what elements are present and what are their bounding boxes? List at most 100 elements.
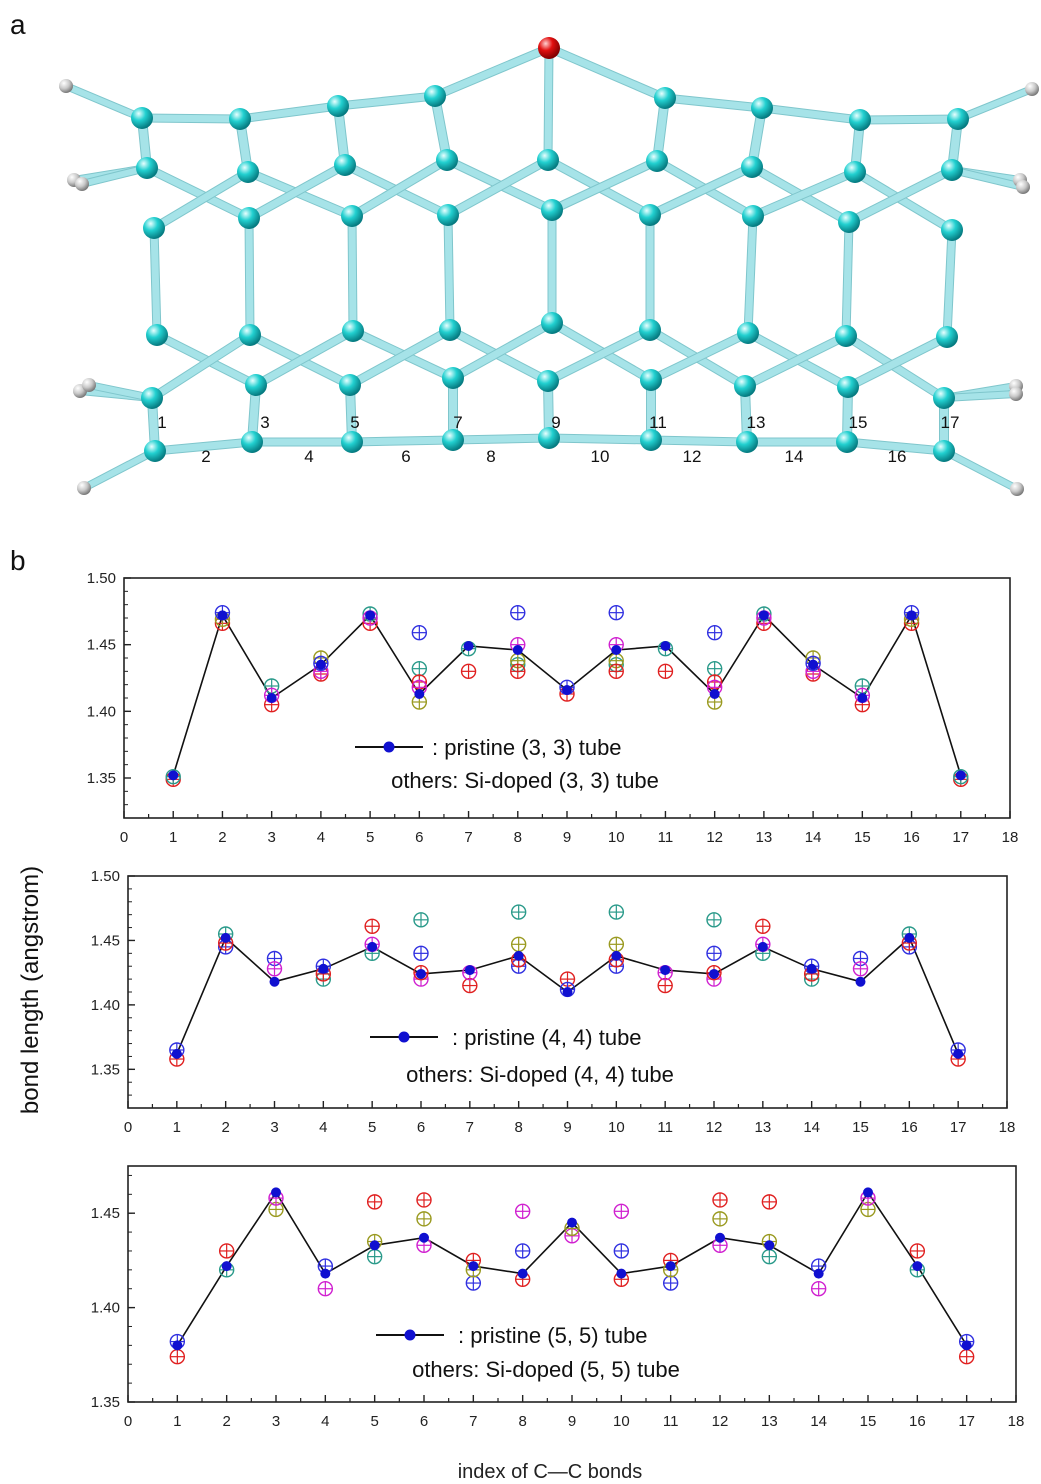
doped-point (909, 1243, 926, 1259)
bond-index-label: 8 (486, 447, 495, 466)
pristine-point (315, 659, 326, 670)
x-tick-label: 13 (754, 1119, 771, 1136)
carbon-atom (146, 324, 168, 346)
pristine-point (709, 689, 720, 699)
x-tick-label: 17 (958, 1413, 975, 1430)
x-tick-label: 10 (613, 1413, 630, 1430)
bond-index-label: 13 (747, 413, 766, 432)
x-tick-label: 15 (854, 829, 871, 846)
y-tick-label: 1.50 (87, 570, 116, 587)
doped-point (364, 918, 380, 934)
pristine-point (217, 610, 228, 621)
bond (749, 168, 859, 220)
legend-pristine-label: : pristine (5, 5) tube (458, 1323, 648, 1348)
bond-index-label: 10 (591, 447, 610, 466)
bond (245, 214, 254, 339)
x-tick-label: 14 (803, 1119, 820, 1136)
carbon-atom (835, 325, 857, 347)
doped-point (657, 977, 673, 994)
bond (647, 329, 752, 384)
bond (548, 157, 661, 214)
bond (151, 438, 256, 455)
doped-point (510, 904, 527, 920)
carbon-atom (245, 374, 267, 396)
x-tick-label: 7 (464, 829, 472, 846)
x-tick-label: 3 (270, 1119, 278, 1136)
y-axis-title: bond length (angstrom) (17, 866, 44, 1114)
x-tick-label: 5 (366, 829, 374, 846)
bond (334, 92, 439, 110)
x-tick-label: 18 (1008, 1413, 1025, 1430)
pristine-point (220, 932, 231, 943)
pristine-point (906, 610, 917, 621)
carbon-atom (742, 205, 764, 227)
bond (150, 224, 161, 339)
pristine-point (419, 1232, 429, 1243)
x-tick-label: 11 (657, 1119, 673, 1136)
bond (143, 164, 253, 222)
carbon-atom (439, 319, 461, 341)
legend-marker-sample (398, 1031, 410, 1043)
bond-index-label: 5 (350, 413, 359, 432)
doped-point (755, 918, 771, 934)
bond (646, 163, 756, 219)
pristine-point (369, 1240, 380, 1251)
pristine-point (517, 1268, 528, 1279)
molecule-bonds (62, 43, 1036, 493)
bond (741, 332, 850, 390)
pristine-point (271, 1187, 281, 1198)
bond-index-label: 16 (888, 447, 907, 466)
x-tick-label: 3 (272, 1413, 280, 1430)
doped-point (411, 624, 428, 641)
pristine-point (416, 968, 426, 979)
hydrogen-atom (1009, 387, 1023, 401)
carbon-atom (640, 369, 662, 391)
bond (941, 448, 1020, 492)
pristine-point (611, 950, 622, 961)
carbon-atom (238, 207, 260, 229)
x-tick-label: 11 (658, 829, 674, 846)
x-tick-label: 6 (420, 1413, 428, 1430)
pristine-point (806, 963, 817, 974)
carbon-atom (639, 319, 661, 341)
x-tick-label: 0 (124, 1413, 132, 1430)
bond (348, 436, 457, 446)
pristine-point (904, 932, 915, 943)
carbon-atom (541, 312, 563, 334)
carbon-atom (836, 431, 858, 453)
carbon-atom (849, 109, 871, 131)
doped-point (657, 663, 674, 680)
bond (943, 226, 956, 341)
pristine-point (464, 965, 475, 976)
bond (148, 331, 254, 402)
doped-point (460, 663, 477, 680)
x-tick-label: 17 (950, 1119, 967, 1136)
pristine-point (562, 685, 572, 695)
bond (851, 168, 956, 234)
hydrogen-atom (1016, 180, 1030, 194)
pristine-point (172, 1340, 183, 1351)
pristine-point (269, 976, 280, 987)
bond (545, 434, 655, 444)
bond-index-label: 6 (401, 447, 410, 466)
doped-point (169, 1348, 186, 1365)
bond (444, 156, 552, 219)
carbon-atom (654, 87, 676, 109)
x-tick-label: 1 (173, 1413, 181, 1430)
doped-point (411, 660, 428, 677)
x-tick-label: 10 (608, 829, 625, 846)
bond (647, 436, 751, 446)
y-tick-label: 1.45 (91, 1205, 120, 1222)
x-tick-label: 4 (321, 1413, 329, 1430)
pristine-point (961, 1340, 972, 1351)
doped-point (608, 936, 625, 953)
carbon-atom (736, 431, 758, 453)
carbon-atom (143, 217, 165, 239)
carbon-atom (941, 159, 963, 181)
carbon-atom (437, 204, 459, 226)
x-tick-label: 17 (952, 829, 969, 846)
legend-marker-sample (383, 741, 395, 753)
doped-point (761, 1194, 778, 1210)
x-tick-label: 16 (909, 1413, 926, 1430)
bond-index-label: 12 (683, 447, 702, 466)
